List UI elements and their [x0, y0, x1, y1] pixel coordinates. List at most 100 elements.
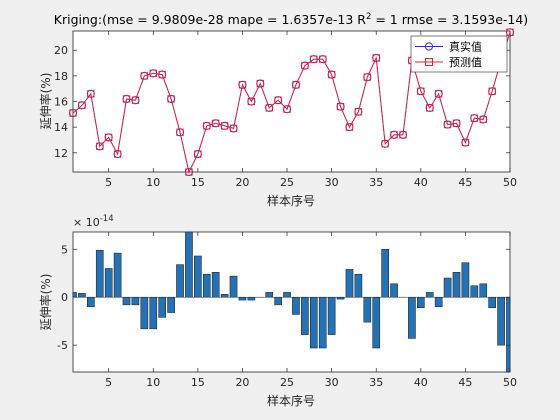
error-bar — [381, 249, 389, 298]
legend-entry-pred: 预测值 — [415, 56, 482, 69]
predicted-value-point — [131, 96, 140, 104]
predicted-value-point — [283, 105, 291, 113]
error-bar — [363, 296, 372, 323]
bottom-x-ticks: 5 10 15 20 25 30 35 40 45 50 — [105, 232, 517, 389]
top-y-ticks: 12 14 16 18 20 — [54, 44, 510, 160]
predicted-value-point — [488, 87, 496, 95]
predicted-value-point — [185, 168, 193, 176]
bottom-y-tick-label: 5 — [61, 243, 68, 256]
error-bar — [372, 296, 381, 349]
predicted-value-point — [105, 133, 113, 142]
error-bar — [301, 296, 309, 335]
predicted-value-point — [443, 120, 452, 129]
error-bar — [479, 283, 488, 298]
error-bar — [354, 273, 363, 298]
bottom-x-tick-label: 15 — [191, 376, 205, 389]
error-bar — [425, 292, 434, 298]
top-y-tick-label: 14 — [54, 121, 68, 134]
predicted-value-point — [470, 114, 478, 122]
bottom-x-tick-label: 35 — [369, 376, 383, 389]
predicted-value-point — [461, 138, 470, 147]
predicted-value-point — [345, 123, 354, 131]
bottom-x-tick-label: 10 — [146, 376, 160, 389]
predicted-value-point — [426, 104, 434, 112]
bottom-x-tick-label: 25 — [280, 376, 294, 389]
top-x-ticks: 5 10 15 20 25 30 35 40 45 50 — [105, 31, 517, 189]
predicted-value-point — [310, 55, 318, 63]
top-x-label: 样本序号 — [267, 193, 315, 208]
top-x-tick-label: 45 — [458, 176, 472, 189]
error-bar — [309, 296, 318, 349]
predicted-value-point — [327, 70, 336, 79]
predicted-value-point — [194, 150, 202, 158]
error-bar — [140, 296, 149, 330]
top-x-tick-label: 15 — [191, 176, 205, 189]
predicted-value-point — [247, 97, 256, 106]
predicted-value-point — [149, 69, 157, 77]
bottom-exponent-label: × 10-14 — [73, 214, 114, 229]
bottom-x-tick-label: 45 — [458, 376, 472, 389]
error-bar — [327, 296, 336, 335]
bottom-y-label: 延伸率(%) — [38, 274, 53, 331]
error-bar — [104, 268, 113, 298]
predicted-value-point — [452, 119, 461, 127]
error-bar — [229, 275, 238, 298]
error-bar — [461, 262, 470, 298]
predicted-value-point — [479, 115, 487, 124]
error-bar — [488, 296, 496, 309]
predicted-value-point — [372, 54, 380, 62]
error-bar — [390, 283, 398, 298]
predicted-value-point — [78, 101, 86, 109]
error-bar — [452, 272, 461, 298]
error-bar — [470, 285, 479, 298]
error-bar — [238, 296, 247, 301]
bottom-x-tick-label: 30 — [325, 376, 339, 389]
predicted-value-point — [435, 90, 443, 98]
top-x-tick-label: 20 — [235, 176, 249, 189]
error-bar — [131, 296, 140, 306]
error-bar — [78, 293, 86, 298]
error-bar — [434, 296, 443, 308]
predicted-value-point — [167, 95, 175, 103]
predicted-value-point — [113, 150, 122, 158]
bottom-x-tick-label: 20 — [235, 376, 249, 389]
error-bar — [497, 296, 505, 346]
predicted-value-point — [506, 28, 514, 36]
error-bar — [283, 292, 291, 298]
top-x-tick-label: 50 — [503, 176, 517, 189]
predicted-value-point — [301, 61, 309, 70]
error-bar — [247, 296, 256, 301]
error-bar — [211, 272, 220, 298]
top-y-label: 延伸率(%) — [38, 73, 53, 130]
series-pred-line — [72, 32, 511, 174]
predicted-value-point — [399, 131, 407, 139]
predicted-value-point — [158, 70, 166, 79]
error-bar — [416, 296, 425, 309]
error-bar — [292, 296, 300, 315]
error-bar — [336, 296, 345, 300]
top-x-tick-label: 30 — [325, 176, 339, 189]
bottom-y-ticks: -5 0 5 — [57, 243, 510, 352]
top-title: Kriging:(mse = 9.9809e-28 mape = 1.6357e… — [54, 12, 528, 27]
top-x-tick-label: 10 — [146, 176, 160, 189]
svg-text:预测值: 预测值 — [449, 56, 482, 69]
bottom-y-tick-label: 0 — [61, 291, 68, 304]
svg-text:真实值: 真实值 — [449, 40, 482, 54]
bottom-x-label: 样本序号 — [267, 393, 315, 408]
error-bar — [176, 264, 184, 298]
top-chart: Kriging:(mse = 9.9809e-28 mape = 1.6357e… — [38, 12, 528, 208]
predicted-value-point — [417, 87, 425, 95]
error-bar — [185, 231, 193, 298]
predicted-value-point — [336, 102, 345, 111]
error-bar — [345, 269, 354, 298]
predicted-value-point — [319, 55, 327, 63]
error-bar — [122, 296, 131, 306]
error-bar — [167, 296, 175, 313]
error-bar — [95, 249, 104, 298]
predicted-value-point — [354, 108, 363, 116]
predicted-value-point — [265, 104, 273, 112]
error-bar — [220, 294, 229, 298]
predicted-value-point — [363, 73, 371, 81]
error-bar — [149, 296, 158, 330]
